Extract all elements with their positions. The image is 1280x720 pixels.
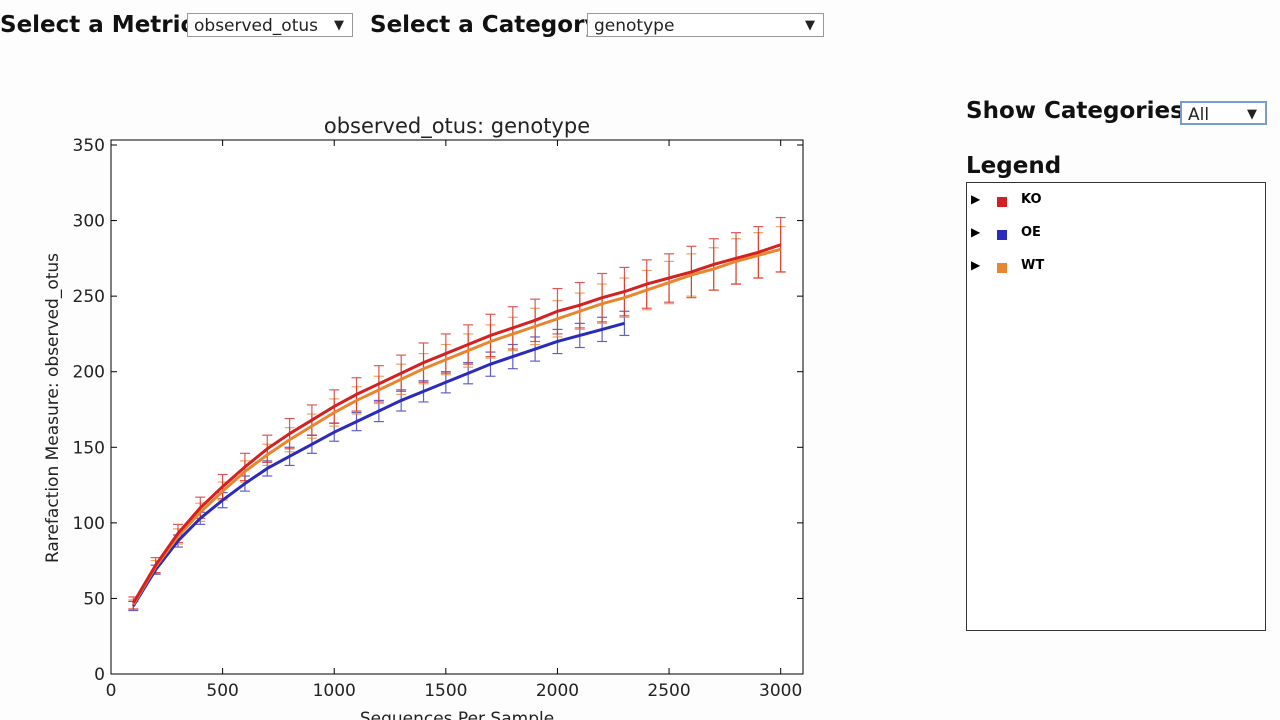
expand-icon[interactable]: ▶ xyxy=(971,258,981,272)
legend-swatch xyxy=(997,263,1007,273)
error-bar xyxy=(775,216,786,273)
x-axis-label: Sequences Per Sample xyxy=(360,709,554,720)
dropdown-arrow: ▼ xyxy=(334,18,344,33)
y-tick-label: 150 xyxy=(73,438,105,458)
legend-swatch xyxy=(997,197,1007,207)
dropdown-arrow: ▼ xyxy=(1247,107,1257,122)
expand-icon[interactable]: ▶ xyxy=(971,225,981,239)
y-axis-label: Rarefaction Measure: observed_otus xyxy=(43,253,63,563)
y-tick-label: 200 xyxy=(73,363,105,383)
x-tick-label: 1000 xyxy=(313,681,356,701)
show-value: All xyxy=(1188,105,1210,125)
show-label: Show Categories: xyxy=(966,98,1193,124)
legend-swatch xyxy=(997,230,1007,240)
show-select[interactable]: All ▼ xyxy=(1180,101,1267,125)
category-label: Select a Category: xyxy=(370,12,609,38)
y-tick-label: 300 xyxy=(73,212,105,232)
metric-value: observed_otus xyxy=(194,16,319,36)
chart-title: observed_otus: genotype xyxy=(324,114,590,139)
y-tick-label: 100 xyxy=(73,514,105,534)
series-line xyxy=(132,247,782,606)
series-line xyxy=(132,321,625,607)
category-value: genotype xyxy=(594,16,675,36)
expand-icon[interactable]: ▶ xyxy=(971,192,981,206)
y-tick-label: 50 xyxy=(83,589,105,609)
x-tick-label: 3000 xyxy=(759,681,802,701)
x-tick-label: 500 xyxy=(206,681,238,701)
legend-label: WT xyxy=(1021,258,1045,273)
legend-label: OE xyxy=(1021,225,1041,240)
chart: observed_otus: genotype Sequences Per Sa… xyxy=(43,114,804,720)
x-tick-label: 2000 xyxy=(536,681,579,701)
y-tick-label: 350 xyxy=(73,136,105,156)
dropdown-arrow: ▼ xyxy=(805,18,815,33)
legend: ▶ KO ▶ OE ▶ WT xyxy=(966,182,1266,631)
y-tick-label: 0 xyxy=(94,665,105,685)
y-tick-label: 250 xyxy=(73,287,105,307)
legend-title: Legend xyxy=(966,153,1062,179)
x-tick-label: 1500 xyxy=(424,681,467,701)
legend-label: KO xyxy=(1021,192,1042,207)
series-line xyxy=(132,243,782,604)
category-select[interactable]: genotype ▼ xyxy=(587,13,824,37)
metric-select[interactable]: observed_otus ▼ xyxy=(187,13,353,37)
plot-frame xyxy=(110,139,804,675)
metric-label: Select a Metric: xyxy=(0,12,204,38)
x-tick-label: 2500 xyxy=(647,681,690,701)
x-tick-label: 0 xyxy=(106,681,117,701)
